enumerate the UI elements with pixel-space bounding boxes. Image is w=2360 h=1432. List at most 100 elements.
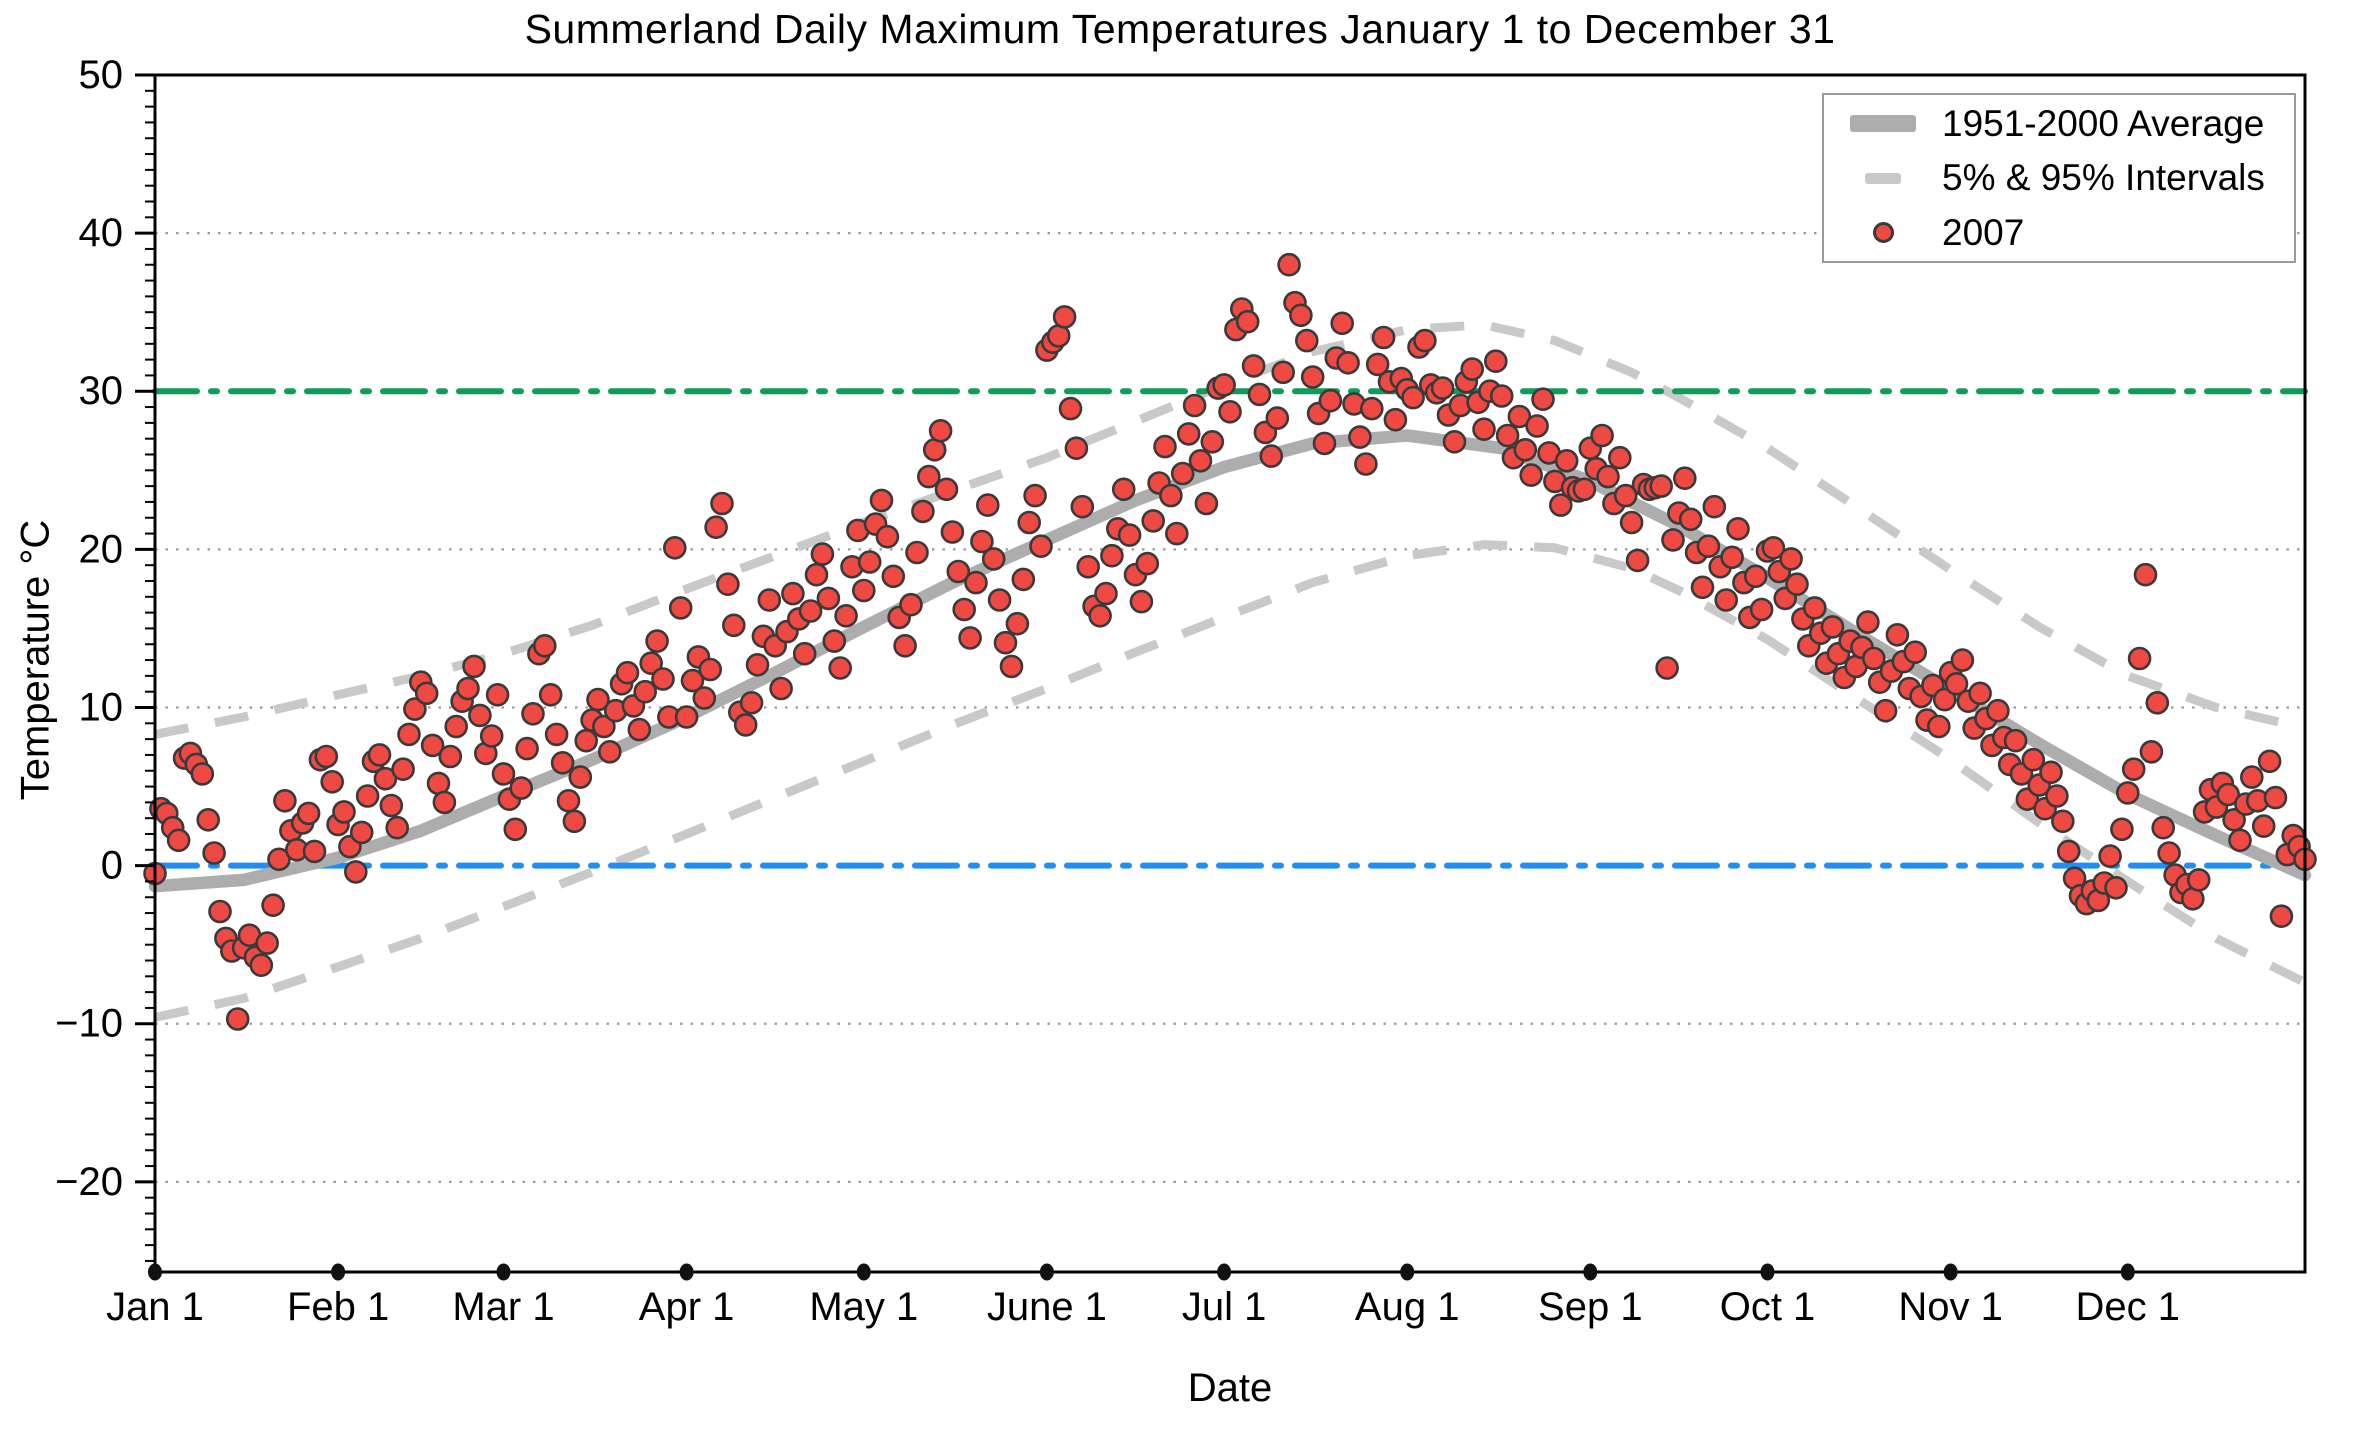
scatter-point-2007 bbox=[1856, 610, 1880, 634]
scatter-point-2007 bbox=[633, 679, 658, 704]
scatter-point-2007 bbox=[2056, 839, 2081, 864]
scatter-point-2007 bbox=[1176, 422, 1201, 446]
scatter-point-2007 bbox=[1318, 388, 1343, 413]
scatter-point-2007 bbox=[296, 801, 321, 826]
scatter-point-2007 bbox=[769, 676, 793, 701]
scatter-point-2007 bbox=[1513, 437, 1538, 462]
x-tick-label: Aug 1 bbox=[1355, 1285, 1460, 1329]
scatter-point-2007 bbox=[875, 524, 900, 549]
scatter-point-2007 bbox=[503, 817, 528, 842]
scatter-point-2007 bbox=[2228, 828, 2252, 853]
scatter-point-2007 bbox=[1430, 376, 1455, 400]
scatter-point-2007 bbox=[202, 841, 226, 865]
scatter-point-2007 bbox=[355, 784, 380, 808]
scatter-point-2007 bbox=[816, 586, 841, 611]
scatter-point-2007 bbox=[999, 654, 1024, 679]
scatter-point-2007 bbox=[1052, 305, 1077, 329]
scatter-point-2007 bbox=[468, 703, 492, 728]
x-month-dot bbox=[1760, 1263, 1775, 1281]
x-month-dot bbox=[856, 1263, 871, 1281]
scatter-point-2007 bbox=[869, 488, 894, 513]
scatter-point-2007 bbox=[798, 599, 823, 623]
scatter-point-2007 bbox=[255, 931, 280, 955]
scatter-point-2007 bbox=[958, 626, 982, 650]
scatter-point-2007 bbox=[1005, 611, 1030, 636]
scatter-point-2007 bbox=[1413, 328, 1437, 353]
scatter-point-2007 bbox=[1218, 399, 1242, 424]
x-tick-label: Dec 1 bbox=[2076, 1285, 2181, 1329]
legend-item-average: 1951-2000 Average bbox=[1824, 98, 2294, 150]
x-month-dot bbox=[148, 1263, 162, 1281]
scatter-point-2007 bbox=[2127, 646, 2152, 671]
scatter-point-2007 bbox=[1011, 567, 1036, 592]
x-month-dot bbox=[679, 1263, 694, 1281]
x-tick-label: Sep 1 bbox=[1538, 1285, 1643, 1329]
scatter-point-2007 bbox=[332, 800, 356, 824]
scatter-point-2007 bbox=[568, 765, 593, 789]
scatter-point-2007 bbox=[1649, 474, 1673, 498]
scatter-point-2007 bbox=[721, 613, 746, 638]
scatter-point-2007 bbox=[515, 736, 539, 761]
interval-lower-curve bbox=[154, 540, 2308, 1022]
scatter-point-2007 bbox=[2151, 815, 2175, 840]
scatter-point-2007 bbox=[2263, 785, 2288, 810]
scatter-point-2007 bbox=[1070, 494, 1095, 519]
scatter-point-2007 bbox=[1489, 384, 1514, 408]
scatter-point-2007 bbox=[225, 1007, 250, 1031]
scatter-point-2007 bbox=[208, 899, 232, 924]
x-tick-label: Oct 1 bbox=[1720, 1285, 1816, 1329]
scatter-point-2007 bbox=[414, 681, 439, 706]
y-tick-label: −20 bbox=[55, 1160, 123, 1204]
scatter-point-2007 bbox=[267, 847, 291, 872]
scatter-point-2007 bbox=[2039, 760, 2063, 785]
scatter-point-2007 bbox=[2145, 690, 2170, 715]
scatter-point-2007 bbox=[1271, 360, 1295, 385]
scatter-point-2007 bbox=[881, 564, 906, 589]
scatter-point-2007 bbox=[521, 701, 545, 726]
scatter-point-2007 bbox=[1170, 461, 1195, 486]
x-month-dot bbox=[331, 1263, 346, 1281]
scatter-point-2007 bbox=[1986, 698, 2010, 723]
scatter-point-2007 bbox=[1017, 510, 1041, 535]
y-tick-label: 40 bbox=[79, 211, 124, 255]
x-month-dot bbox=[2120, 1263, 2135, 1281]
scatter-point-2007 bbox=[1608, 445, 1632, 470]
scatter-point-2007 bbox=[420, 733, 445, 758]
scatter-point-2007 bbox=[893, 633, 917, 658]
scatter-point-2007 bbox=[397, 722, 421, 747]
scatter-point-2007 bbox=[2240, 765, 2264, 789]
x-month-dot bbox=[1039, 1263, 1054, 1281]
scatter-point-2007 bbox=[1549, 493, 1573, 517]
scatter-point-2007 bbox=[692, 686, 717, 710]
chart-title: Summerland Daily Maximum Temperatures Ja… bbox=[524, 6, 1836, 52]
scatter-point-2007 bbox=[1785, 572, 1809, 597]
scatter-point-2007 bbox=[615, 660, 640, 685]
scatter-point-2007 bbox=[1927, 714, 1951, 739]
scatter-point-2007 bbox=[1696, 534, 1721, 559]
scatter-point-2007 bbox=[1088, 603, 1112, 628]
scatter-point-2007 bbox=[1779, 547, 1803, 571]
scatter-point-2007 bbox=[2186, 868, 2211, 892]
x-tick-label: Apr 1 bbox=[639, 1285, 735, 1329]
x-tick-label: May 1 bbox=[809, 1285, 918, 1329]
scatter-point-2007 bbox=[1295, 328, 1319, 353]
scatter-point-2007 bbox=[1720, 545, 1744, 570]
scatter-point-2007 bbox=[2116, 781, 2140, 805]
x-tick-label: Jan 1 bbox=[106, 1285, 204, 1329]
scatter-point-2007 bbox=[987, 588, 1012, 612]
scatter-point-2007 bbox=[1365, 352, 1390, 377]
x-tick-label: June 1 bbox=[987, 1285, 1107, 1329]
scatter-point-2007 bbox=[1554, 448, 1579, 473]
scatter-point-2007 bbox=[1596, 464, 1620, 489]
scatter-point-2007 bbox=[379, 793, 404, 818]
scatter-point-2007 bbox=[804, 562, 829, 587]
scatter-point-2007 bbox=[1277, 252, 1301, 277]
scatter-point-2007 bbox=[1531, 387, 1555, 412]
x-month-dot bbox=[1400, 1263, 1415, 1281]
scatter-point-2007 bbox=[261, 893, 285, 918]
scatter-point-2007 bbox=[757, 588, 782, 612]
scatter-point-2007 bbox=[952, 597, 977, 622]
legend-label-average: 1951-2000 Average bbox=[1942, 102, 2265, 144]
scatter-point-2007 bbox=[662, 535, 687, 560]
scatter-point-2007 bbox=[391, 757, 415, 782]
